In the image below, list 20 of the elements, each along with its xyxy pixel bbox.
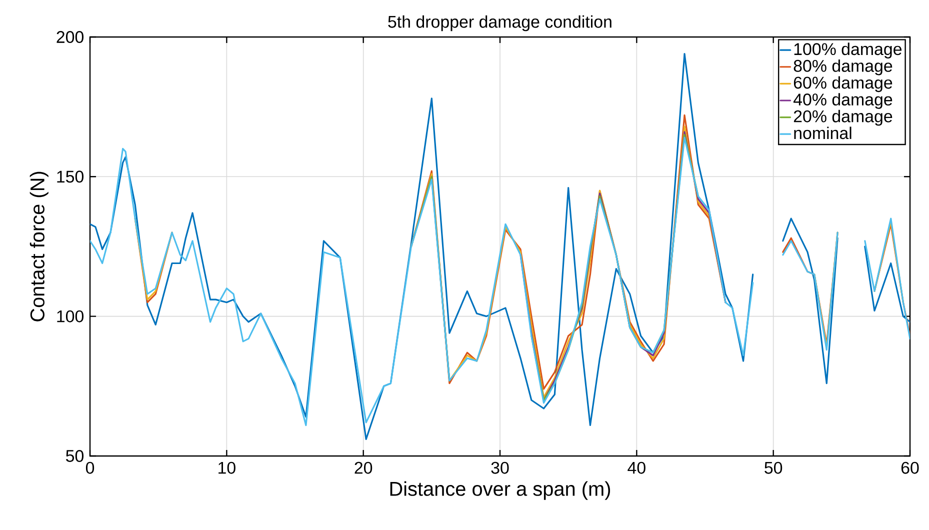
x-tick-label: 40	[628, 462, 646, 474]
x-tick-label: 20	[354, 462, 372, 474]
y-axis-title: Contact force (N)	[30, 172, 48, 322]
chart-title: 5th dropper damage condition	[388, 15, 612, 32]
y-tick-label: 200	[56, 30, 84, 43]
x-tick-label: 50	[764, 462, 782, 474]
y-tick-label: 50	[66, 450, 84, 462]
legend-label: 40% damage	[793, 93, 892, 109]
legend-label: 100% damage	[794, 42, 902, 58]
y-tick-label: 150	[57, 170, 84, 183]
x-tick-label: 30	[491, 462, 509, 474]
legend-label: 20% damage	[794, 110, 892, 126]
x-tick-label: 10	[218, 462, 236, 474]
legend-label: 80% damage	[794, 59, 892, 76]
legend-label: 60% damage	[794, 76, 892, 92]
y-tick-label: 100	[57, 310, 84, 322]
x-axis-title: Distance over a span (m)	[390, 481, 610, 500]
x-tick-label: 0	[86, 462, 94, 474]
x-tick-label: 60	[901, 462, 919, 474]
legend-label: nominal	[794, 126, 852, 140]
